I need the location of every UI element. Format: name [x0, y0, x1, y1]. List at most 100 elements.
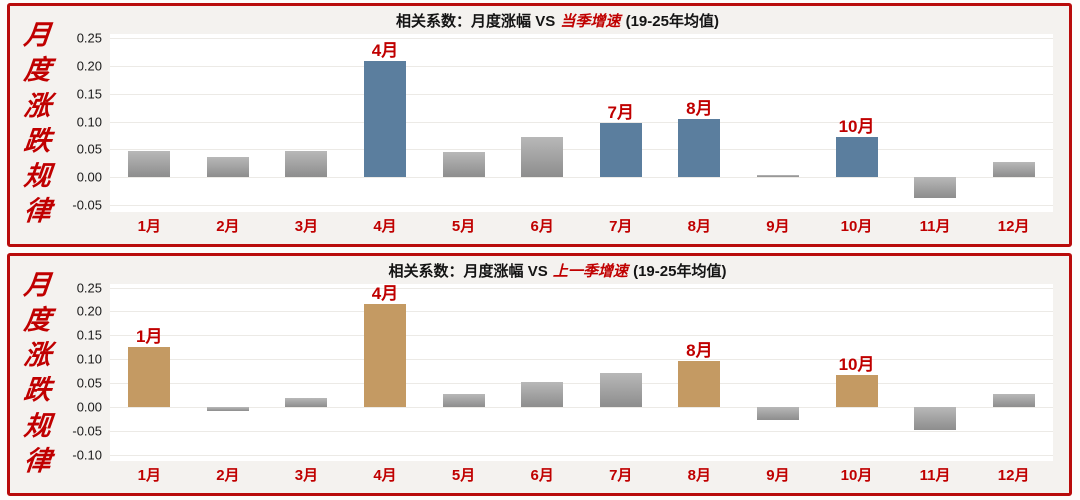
sidebar-char: 涨 — [21, 340, 53, 371]
x-tick-label: 4月 — [373, 217, 397, 235]
chart-title-highlight: 当季增速 — [560, 13, 621, 30]
x-tick-label: 2月 — [216, 217, 240, 235]
bar-1月 — [128, 347, 171, 407]
sidebar-char: 度 — [21, 304, 53, 335]
x-tick-label: 2月 — [216, 467, 240, 484]
bar-highlight-label: 10月 — [838, 116, 875, 136]
bar-4月 — [364, 304, 407, 407]
gridline — [110, 430, 1053, 432]
bar-5月 — [442, 151, 485, 178]
bar-6月 — [521, 136, 564, 178]
bar-8月 — [678, 360, 721, 407]
y-tick-label: 0.20 — [76, 303, 102, 319]
bar-3月 — [285, 151, 328, 178]
x-tick-label: 5月 — [451, 467, 476, 484]
gridline — [110, 359, 1053, 361]
x-tick-label: 7月 — [609, 217, 633, 235]
y-tick-label: 0.10 — [76, 114, 102, 129]
x-tick-label: 8月 — [687, 467, 711, 484]
x-tick-label: 3月 — [294, 217, 319, 235]
gridline — [110, 454, 1053, 456]
gridline — [110, 205, 1053, 206]
x-tick-label: 11月 — [919, 467, 951, 484]
y-tick-label: 0.20 — [76, 58, 102, 74]
bar-8月 — [678, 118, 721, 178]
bar-3月 — [285, 398, 328, 407]
chart-title-suffix: (19-25年均值) — [628, 262, 727, 280]
chart-title-suffix: (19-25年均值) — [621, 13, 719, 30]
y-axis: 0.25 0.20 0.15 0.10 0.05 0.00 -0.05 -0.10 — [62, 280, 110, 462]
y-tick-label: 0.10 — [76, 351, 102, 367]
chart-title: 相关系数：月度涨幅 VS 上一季增速 (19-25年均值) — [62, 259, 1053, 284]
x-tick-label: 7月 — [609, 467, 633, 484]
bar-10月 — [835, 136, 878, 178]
x-tick-label: 4月 — [373, 467, 397, 484]
bar-11月 — [914, 177, 957, 198]
bar-7月 — [599, 373, 642, 407]
plot-area: 4月 7月 8月 10月 — [110, 34, 1053, 212]
panel-previous-quarter: 月度涨跌规律 相关系数：月度涨幅 VS 上一季增速 (19-25年均值) 0.2… — [7, 252, 1072, 496]
sidebar-char: 月 — [21, 269, 53, 300]
x-tick-label: 10月 — [840, 467, 873, 484]
x-axis: 1月 2月 3月 4月 5月 6月 7月 8月 9月 10月 11月 12月 — [110, 212, 1053, 239]
bar-2月 — [206, 157, 249, 178]
plot-row: 0.25 0.20 0.15 0.10 0.05 0.00 -0.05 -0.10 1月 4月 8… — [62, 280, 1053, 462]
gridline — [110, 121, 1053, 123]
gridline — [110, 287, 1053, 289]
bar-highlight-label: 4月 — [371, 41, 399, 61]
sidebar-vertical-label: 月度涨跌规律 — [10, 256, 62, 494]
sidebar-char: 涨 — [21, 90, 53, 121]
bar-7月 — [599, 123, 642, 178]
gridline — [110, 177, 1053, 179]
gridline — [110, 335, 1053, 337]
y-tick-label: 0.25 — [76, 280, 102, 295]
sidebar-char: 跌 — [21, 125, 53, 156]
chart-title-prefix: 相关系数：月度涨幅 VS — [396, 13, 560, 30]
bar-11月 — [914, 406, 957, 430]
y-tick-label: 0.25 — [76, 30, 102, 46]
x-axis: 1月 2月 3月 4月 5月 6月 7月 8月 9月 10月 11月 12月 — [110, 461, 1053, 488]
bar-highlight-label: 4月 — [371, 284, 399, 304]
y-tick-label: 0.15 — [76, 327, 102, 343]
x-tick-label: 6月 — [530, 467, 554, 484]
panel-current-quarter: 月度涨跌规律 相关系数：月度涨幅 VS 当季增速 (19-25年均值) 0.25… — [7, 3, 1072, 247]
x-tick-label: 1月 — [137, 467, 161, 484]
sidebar-char: 度 — [21, 55, 53, 86]
bar-6月 — [521, 381, 564, 407]
x-tick-label: 9月 — [766, 217, 790, 235]
sidebar-char: 规 — [21, 161, 53, 192]
x-tick-label: 12月 — [997, 467, 1030, 484]
plot-row: 0.25 0.20 0.15 0.10 0.05 0.00 -0.05 4月 7月 8月 10月 — [62, 30, 1053, 213]
bar-2月 — [206, 406, 249, 411]
sidebar-vertical-label: 月度涨跌规律 — [10, 6, 62, 244]
bar-highlight-label: 8月 — [686, 98, 713, 118]
x-tick-label: 5月 — [451, 217, 476, 235]
y-tick-label: -0.10 — [72, 447, 102, 462]
x-tick-label: 6月 — [530, 217, 554, 235]
chart-previous-quarter: 相关系数：月度涨幅 VS 上一季增速 (19-25年均值) 0.25 0.20 0.… — [62, 256, 1069, 494]
bar-highlight-label: 10月 — [838, 355, 875, 375]
y-tick-label: 0.15 — [76, 86, 102, 102]
bar-10月 — [835, 375, 878, 407]
sidebar-char: 律 — [21, 196, 53, 227]
bar-12月 — [992, 394, 1035, 407]
chart-title-prefix: 相关系数：月度涨幅 VS — [388, 262, 552, 280]
y-tick-label: -0.05 — [72, 197, 102, 213]
bar-4月 — [364, 61, 407, 178]
sidebar-char: 规 — [21, 410, 53, 441]
x-tick-label: 9月 — [766, 467, 790, 484]
gridline — [110, 93, 1053, 95]
y-tick-label: 0.05 — [76, 375, 102, 391]
y-axis: 0.25 0.20 0.15 0.10 0.05 0.00 -0.05 — [62, 30, 110, 213]
chart-current-quarter: 相关系数：月度涨幅 VS 当季增速 (19-25年均值) 0.25 0.20 0.1… — [62, 6, 1069, 244]
bar-5月 — [442, 394, 485, 407]
y-tick-label: 0.05 — [76, 141, 102, 157]
sidebar-char: 律 — [21, 445, 53, 476]
gridline — [110, 382, 1053, 384]
plot-area: 1月 4月 8月 10月 — [110, 283, 1053, 461]
bar-9月 — [756, 406, 799, 421]
x-tick-label: 8月 — [687, 217, 711, 235]
chart-title-highlight: 上一季增速 — [552, 262, 628, 280]
sidebar-char: 跌 — [21, 375, 53, 406]
